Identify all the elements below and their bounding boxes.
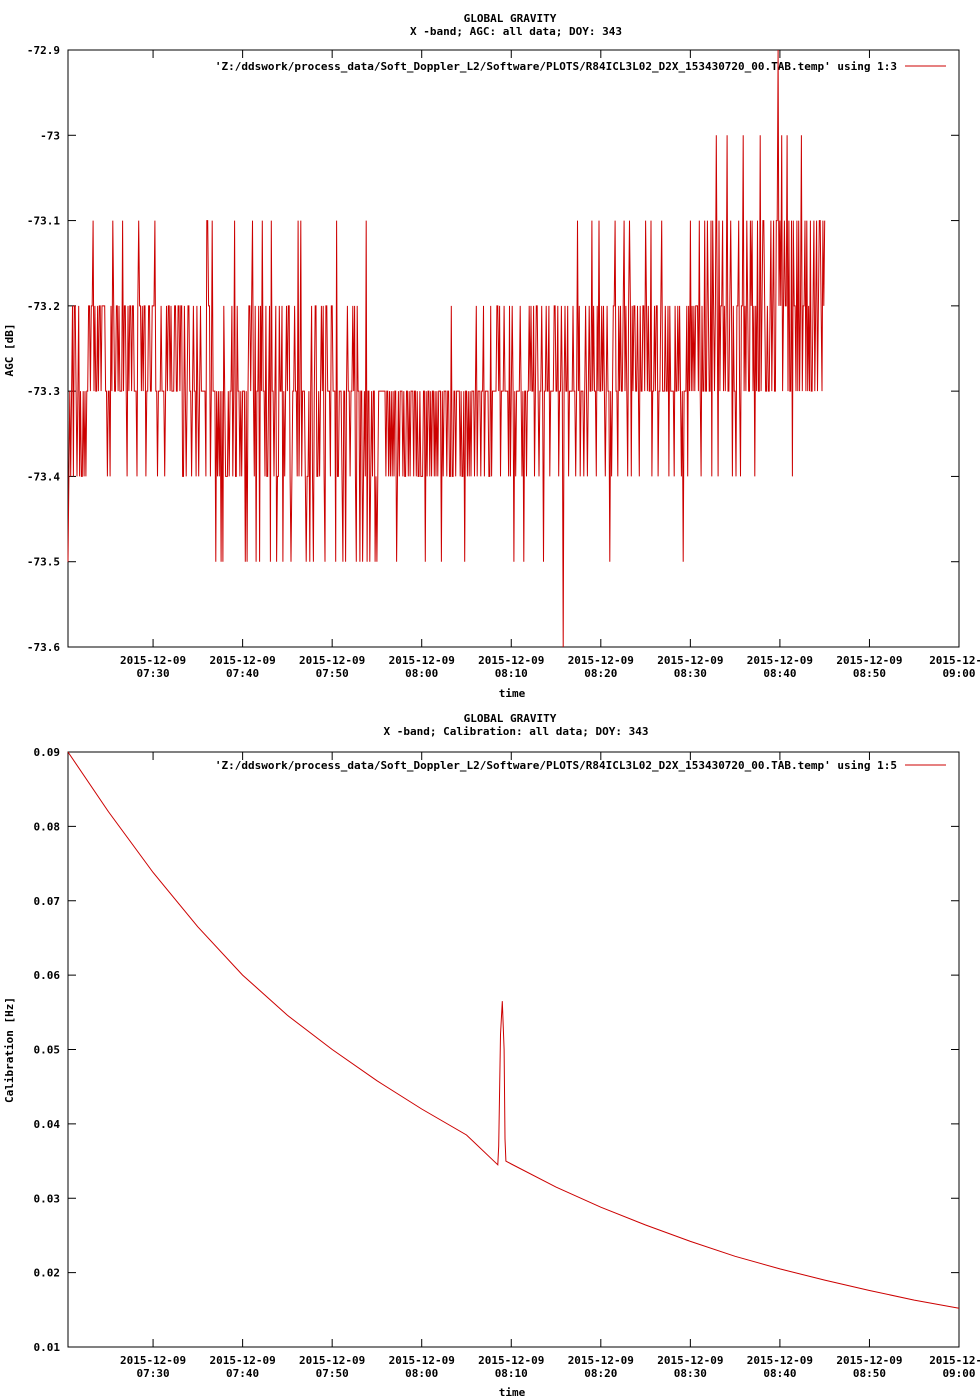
calibration-x-tick-time: 08:10: [495, 1367, 528, 1380]
agc-x-tick-time: 07:30: [137, 667, 170, 680]
agc-chart-subtitle: X -band; AGC: all data; DOY: 343: [410, 25, 622, 38]
calibration-x-axis: 2015-12-0907:302015-12-0907:402015-12-09…: [120, 752, 980, 1380]
agc-y-tick-label: -73.5: [27, 556, 60, 569]
calibration-x-tick-time: 08:50: [853, 1367, 886, 1380]
agc-y-axis: -72.9 -73 -73.1 -73.2 -73.3 -73.4 -73.5 -73.6: [27, 44, 959, 654]
agc-x-tick-date: 2015-12-09: [120, 654, 186, 667]
agc-x-tick-time: 07:40: [226, 667, 259, 680]
agc-x-tick-date: 2015-12-09: [747, 654, 813, 667]
agc-x-tick-time: 08:10: [495, 667, 528, 680]
agc-y-tick-label: -73.6: [27, 641, 60, 654]
calibration-plot-frame: [67, 751, 960, 1348]
agc-y-tick-label: -73.4: [27, 470, 60, 483]
calibration-x-tick-date: 2015-12-09: [210, 1354, 276, 1367]
calibration-y-tick-label: 0.08: [34, 820, 61, 833]
calibration-x-tick-date: 2015-12-09: [478, 1354, 544, 1367]
agc-x-tick-date: 2015-12-0: [929, 654, 980, 667]
agc-legend-label: 'Z:/ddswork/process_data/Soft_Doppler_L2…: [215, 60, 897, 73]
calibration-y-tick-label: 0.03: [34, 1192, 61, 1205]
agc-chart-title: GLOBAL GRAVITY: [464, 12, 557, 25]
calibration-x-tick-date: 2015-12-0: [929, 1354, 980, 1367]
calibration-x-axis-label: time: [499, 1386, 526, 1399]
calibration-y-tick-label: 0.06: [34, 969, 61, 982]
agc-x-tick-time: 08:40: [763, 667, 796, 680]
agc-y-tick-label: -73.3: [27, 385, 60, 398]
calibration-x-tick-date: 2015-12-09: [747, 1354, 813, 1367]
calibration-x-tick-time: 09:00: [942, 1367, 975, 1380]
agc-y-tick-label: -73.2: [27, 300, 60, 313]
agc-chart: GLOBAL GRAVITY X -band; AGC: all data; D…: [3, 12, 980, 700]
calibration-x-tick-time: 07:50: [316, 1367, 349, 1380]
agc-y-tick-label: -72.9: [27, 44, 60, 57]
calibration-y-tick-label: 0.07: [34, 895, 61, 908]
agc-x-tick-time: 08:30: [674, 667, 707, 680]
calibration-x-tick-time: 08:20: [584, 1367, 617, 1380]
calibration-x-tick-date: 2015-12-09: [299, 1354, 365, 1367]
calibration-x-tick-date: 2015-12-09: [657, 1354, 723, 1367]
agc-x-tick-date: 2015-12-09: [299, 654, 365, 667]
agc-series-line: [67, 49, 826, 648]
calibration-chart: GLOBAL GRAVITY X -band; Calibration: all…: [3, 712, 980, 1399]
agc-plot-frame: [67, 49, 960, 648]
calibration-x-tick-date: 2015-12-09: [568, 1354, 634, 1367]
agc-x-tick-time: 08:20: [584, 667, 617, 680]
agc-y-axis-label: AGC [dB]: [3, 324, 16, 377]
calibration-y-tick-label: 0.04: [34, 1118, 61, 1131]
agc-x-axis-label: time: [499, 687, 526, 700]
agc-x-axis: 2015-12-0907:302015-12-0907:402015-12-09…: [120, 50, 980, 680]
agc-x-tick-date: 2015-12-09: [568, 654, 634, 667]
calibration-y-tick-label: 0.05: [34, 1044, 61, 1057]
calibration-y-tick-label: 0.09: [34, 746, 61, 759]
agc-y-tick-label: -73: [40, 129, 60, 142]
calibration-series-line: [67, 751, 960, 1309]
agc-x-tick-date: 2015-12-09: [478, 654, 544, 667]
agc-x-tick-date: 2015-12-09: [389, 654, 455, 667]
agc-x-tick-time: 08:00: [405, 667, 438, 680]
calibration-chart-title: GLOBAL GRAVITY: [464, 712, 557, 725]
calibration-x-tick-time: 08:30: [674, 1367, 707, 1380]
calibration-x-tick-date: 2015-12-09: [120, 1354, 186, 1367]
agc-x-tick-date: 2015-12-09: [210, 654, 276, 667]
calibration-y-tick-label: 0.01: [34, 1341, 61, 1354]
agc-x-tick-time: 07:50: [316, 667, 349, 680]
agc-y-tick-label: -73.1: [27, 215, 60, 228]
calibration-legend-label: 'Z:/ddswork/process_data/Soft_Doppler_L2…: [215, 759, 897, 772]
calibration-chart-subtitle: X -band; Calibration: all data; DOY: 343: [384, 725, 649, 738]
agc-x-tick-date: 2015-12-09: [836, 654, 902, 667]
agc-x-tick-time: 09:00: [942, 667, 975, 680]
calibration-y-axis-label: Calibration [Hz]: [3, 997, 16, 1103]
calibration-x-tick-time: 07:30: [137, 1367, 170, 1380]
calibration-x-tick-date: 2015-12-09: [389, 1354, 455, 1367]
agc-x-tick-date: 2015-12-09: [657, 654, 723, 667]
calibration-x-tick-date: 2015-12-09: [836, 1354, 902, 1367]
calibration-y-tick-label: 0.02: [34, 1267, 61, 1280]
calibration-y-axis: 0.09 0.08 0.07 0.06 0.05 0.04 0.03 0.02 0.01: [34, 746, 959, 1354]
calibration-x-tick-time: 08:40: [763, 1367, 796, 1380]
calibration-x-tick-time: 08:00: [405, 1367, 438, 1380]
calibration-x-tick-time: 07:40: [226, 1367, 259, 1380]
agc-x-tick-time: 08:50: [853, 667, 886, 680]
